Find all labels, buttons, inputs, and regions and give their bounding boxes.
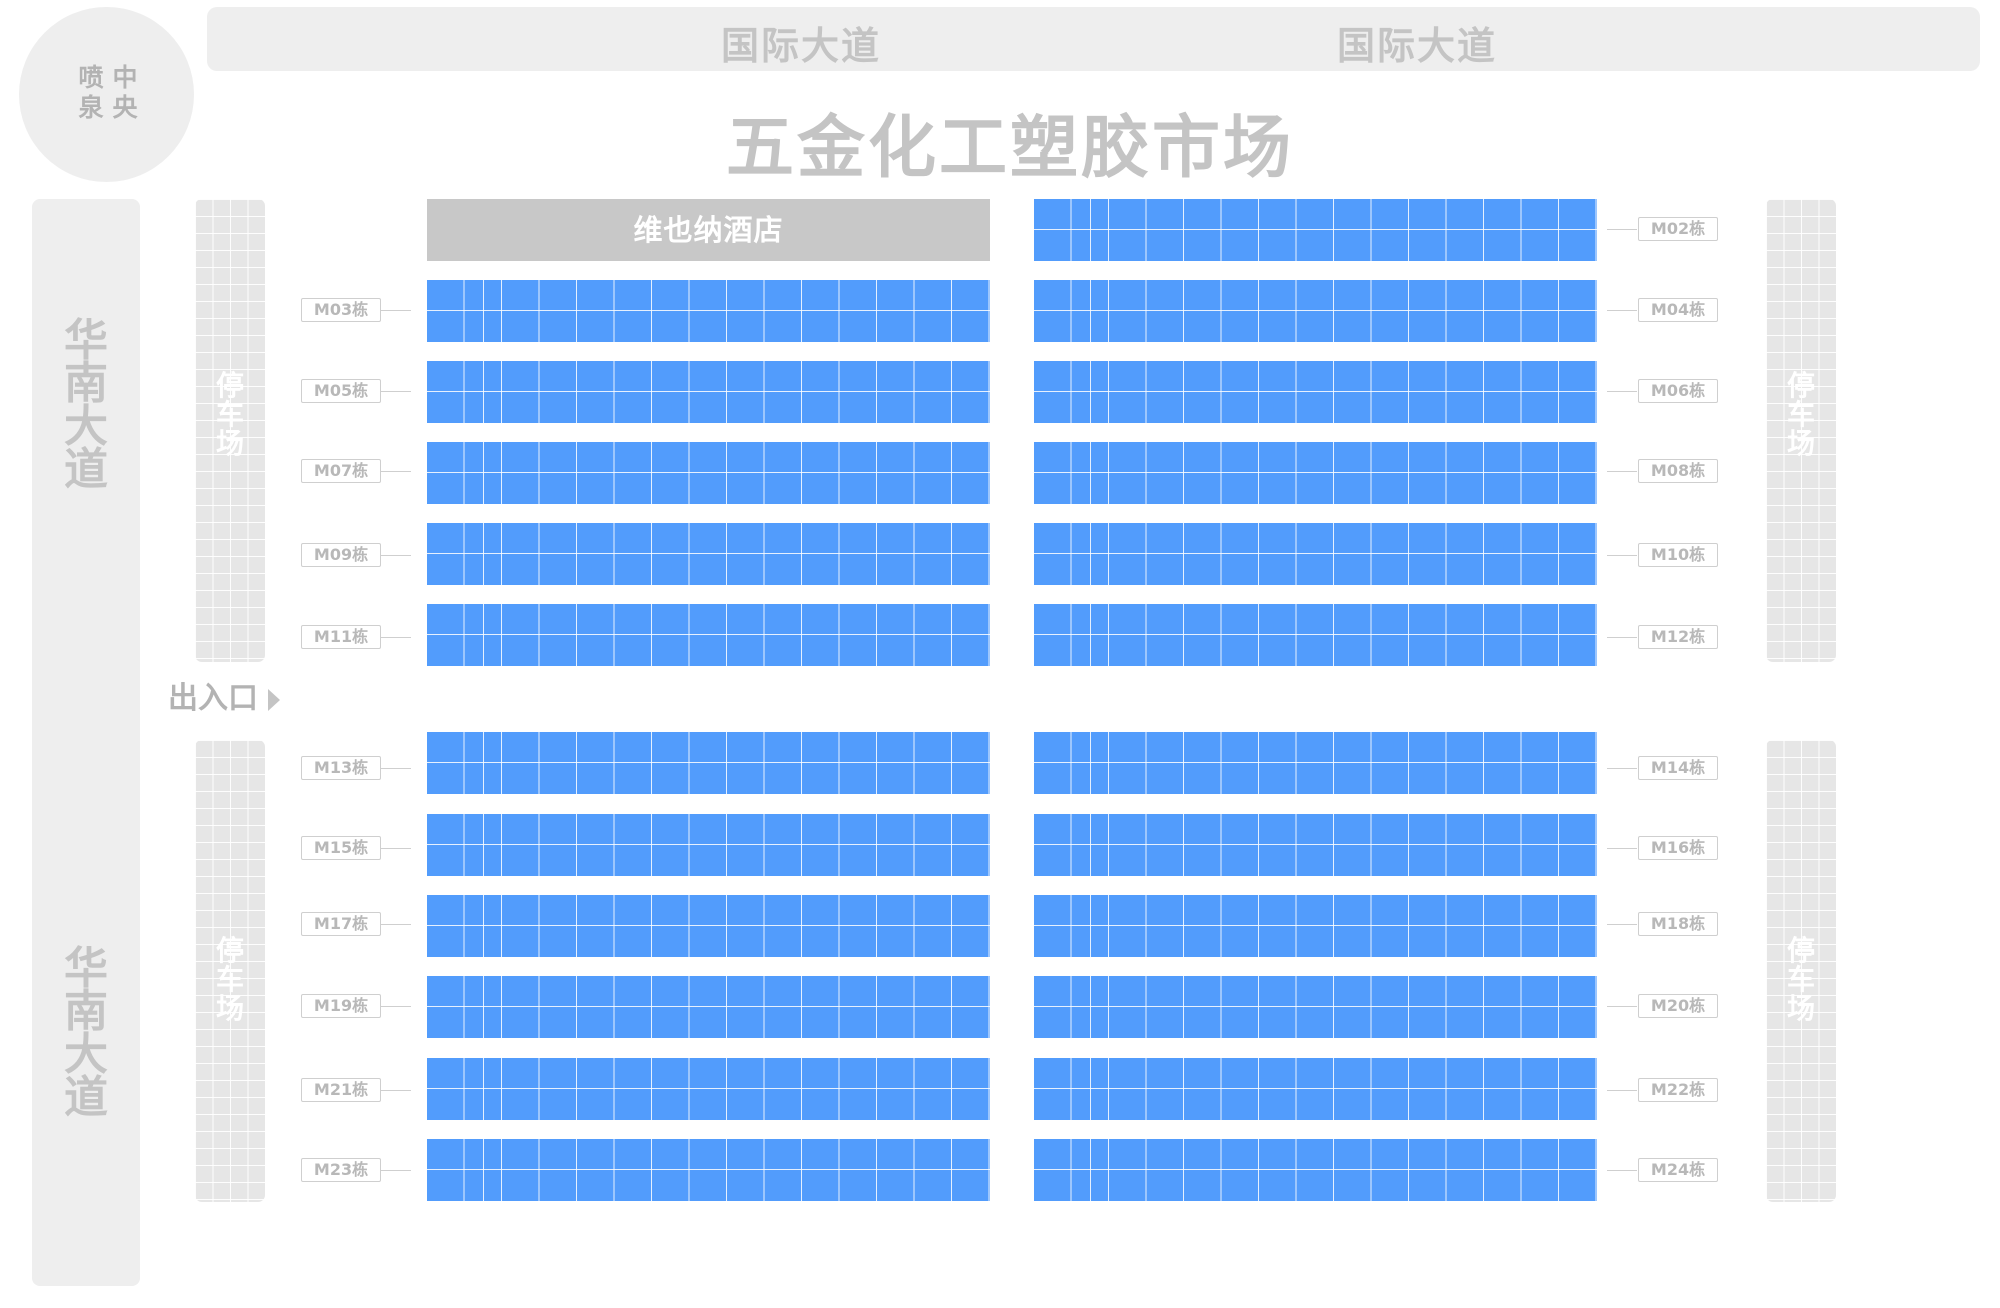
building-m24[interactable] bbox=[1034, 1139, 1597, 1201]
building-label[interactable]: M14栋 bbox=[1638, 756, 1718, 780]
parking-label: 停 车 场 bbox=[215, 369, 244, 460]
building-m17[interactable] bbox=[427, 895, 990, 957]
building-m02[interactable] bbox=[1034, 199, 1597, 261]
entrance-arrow-icon bbox=[268, 689, 280, 711]
fountain-label: 中 央 bbox=[112, 63, 138, 122]
building-label[interactable]: M04栋 bbox=[1638, 298, 1718, 322]
building-label[interactable]: M07栋 bbox=[301, 459, 381, 483]
leader-line bbox=[381, 1006, 411, 1007]
building-m07[interactable] bbox=[427, 442, 990, 504]
building-label[interactable]: M24栋 bbox=[1638, 1158, 1718, 1182]
building-m14[interactable] bbox=[1034, 732, 1597, 794]
central-fountain: 喷 泉 中 央 bbox=[19, 7, 194, 182]
leader-line bbox=[381, 391, 411, 392]
building-label[interactable]: M17栋 bbox=[301, 912, 381, 936]
building-label[interactable]: M13栋 bbox=[301, 756, 381, 780]
building-m19[interactable] bbox=[427, 976, 990, 1038]
building-label[interactable]: M12栋 bbox=[1638, 625, 1718, 649]
left-road-label: 华 南 大 道 bbox=[64, 943, 108, 1123]
building-m08[interactable] bbox=[1034, 442, 1597, 504]
leader-line bbox=[1607, 768, 1637, 769]
leader-line bbox=[381, 555, 411, 556]
leader-line bbox=[1607, 924, 1637, 925]
building-label[interactable]: M19栋 bbox=[301, 994, 381, 1018]
left-road: 华 南 大 道 华 南 大 道 bbox=[32, 199, 140, 1286]
leader-line bbox=[381, 471, 411, 472]
entrance-label: 出入口 bbox=[168, 681, 258, 716]
hotel-block[interactable]: 维也纳酒店 bbox=[427, 199, 990, 261]
building-label[interactable]: M18栋 bbox=[1638, 912, 1718, 936]
building-label[interactable]: M15栋 bbox=[301, 836, 381, 860]
building-label[interactable]: M11栋 bbox=[301, 625, 381, 649]
building-label[interactable]: M20栋 bbox=[1638, 994, 1718, 1018]
leader-line bbox=[1607, 471, 1637, 472]
leader-line bbox=[1607, 637, 1637, 638]
building-m12[interactable] bbox=[1034, 604, 1597, 666]
building-m16[interactable] bbox=[1034, 814, 1597, 876]
building-label[interactable]: M05栋 bbox=[301, 379, 381, 403]
leader-line bbox=[381, 1170, 411, 1171]
building-m18[interactable] bbox=[1034, 895, 1597, 957]
leader-line bbox=[381, 924, 411, 925]
building-m11[interactable] bbox=[427, 604, 990, 666]
leader-line bbox=[1607, 229, 1637, 230]
building-label[interactable]: M06栋 bbox=[1638, 379, 1718, 403]
building-m05[interactable] bbox=[427, 361, 990, 423]
building-label[interactable]: M16栋 bbox=[1638, 836, 1718, 860]
building-label[interactable]: M22栋 bbox=[1638, 1078, 1718, 1102]
top-road-label: 国际大道 bbox=[720, 24, 881, 68]
parking-lot: 停 车 场 bbox=[1766, 199, 1836, 662]
building-label[interactable]: M23栋 bbox=[301, 1158, 381, 1182]
parking-label: 停 车 场 bbox=[1786, 934, 1815, 1025]
building-m13[interactable] bbox=[427, 732, 990, 794]
leader-line bbox=[381, 1090, 411, 1091]
market-title: 五金化工塑胶市场 bbox=[725, 109, 1294, 188]
leader-line bbox=[1607, 1006, 1637, 1007]
leader-line bbox=[381, 848, 411, 849]
leader-line bbox=[381, 768, 411, 769]
building-m10[interactable] bbox=[1034, 523, 1597, 585]
building-label[interactable]: M10栋 bbox=[1638, 543, 1718, 567]
parking-lot: 停 车 场 bbox=[1766, 740, 1836, 1202]
building-label[interactable]: M09栋 bbox=[301, 543, 381, 567]
leader-line bbox=[1607, 555, 1637, 556]
leader-line bbox=[1607, 1170, 1637, 1171]
fountain-label: 喷 泉 bbox=[78, 63, 104, 122]
left-road-label: 华 南 大 道 bbox=[64, 315, 108, 495]
top-road: 国际大道 国际大道 bbox=[207, 7, 1980, 71]
building-m15[interactable] bbox=[427, 814, 990, 876]
building-m09[interactable] bbox=[427, 523, 990, 585]
building-m06[interactable] bbox=[1034, 361, 1597, 423]
building-m03[interactable] bbox=[427, 280, 990, 342]
top-road-label: 国际大道 bbox=[1336, 24, 1497, 68]
leader-line bbox=[1607, 310, 1637, 311]
leader-line bbox=[1607, 391, 1637, 392]
building-m22[interactable] bbox=[1034, 1058, 1597, 1120]
leader-line bbox=[1607, 848, 1637, 849]
building-m23[interactable] bbox=[427, 1139, 990, 1201]
parking-lot: 停 车 场 bbox=[195, 740, 265, 1202]
building-m21[interactable] bbox=[427, 1058, 990, 1120]
building-label[interactable]: M21栋 bbox=[301, 1078, 381, 1102]
leader-line bbox=[1607, 1090, 1637, 1091]
building-label[interactable]: M08栋 bbox=[1638, 459, 1718, 483]
leader-line bbox=[381, 637, 411, 638]
parking-lot: 停 车 场 bbox=[195, 199, 265, 662]
building-label[interactable]: M02栋 bbox=[1638, 217, 1718, 241]
building-label[interactable]: M03栋 bbox=[301, 298, 381, 322]
parking-label: 停 车 场 bbox=[215, 934, 244, 1025]
parking-label: 停 车 场 bbox=[1786, 369, 1815, 460]
building-m04[interactable] bbox=[1034, 280, 1597, 342]
leader-line bbox=[381, 310, 411, 311]
building-m20[interactable] bbox=[1034, 976, 1597, 1038]
